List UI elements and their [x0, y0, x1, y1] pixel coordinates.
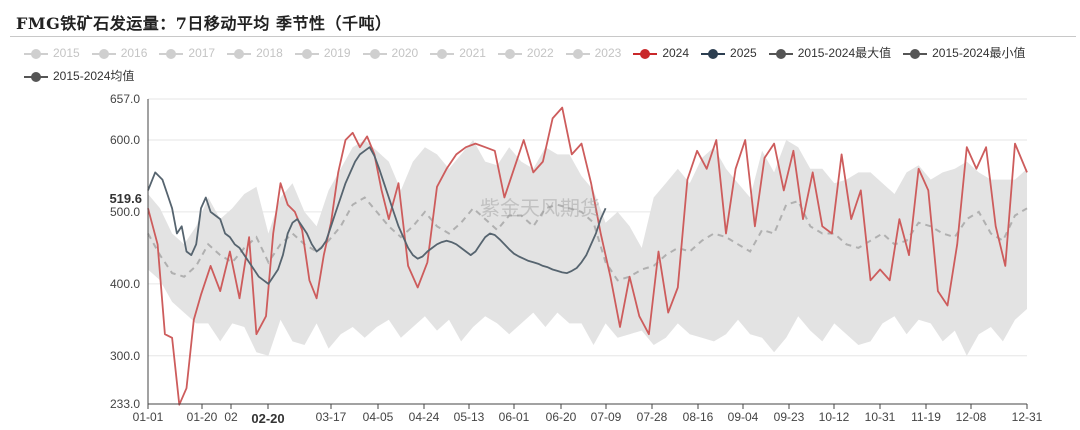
x-cursor-label: 02-20	[251, 411, 284, 426]
y-tick-label: 500.0	[110, 205, 140, 219]
legend-label: 2023	[594, 46, 622, 60]
legend-label: 2022	[526, 46, 554, 60]
legend-label: 2024	[662, 46, 690, 60]
series-2025-line	[147, 146, 607, 285]
series-2024-line	[147, 106, 1028, 406]
chart-legend: 2015 2016 2017 2018 2019 2020 2021 2022 2023 2024…	[24, 42, 1074, 88]
legend-marker-icon	[633, 48, 658, 60]
y-tick-label: 600.0	[110, 133, 140, 147]
legend-item-2019[interactable]: 2019	[294, 42, 351, 65]
series-mean-line	[147, 196, 1028, 282]
x-tick-label: 05-13	[454, 410, 485, 424]
y-cursor-label: 519.6	[109, 191, 142, 206]
y-tick-label: 300.0	[110, 349, 140, 363]
x-tick-label: 07-09	[591, 410, 622, 424]
legend-item-2018[interactable]: 2018	[227, 42, 283, 65]
x-tick-label: 03-17	[316, 410, 347, 424]
legend-marker-icon	[497, 48, 522, 60]
legend-label: 2015-2024最小值	[932, 46, 1026, 60]
legend-marker-icon	[362, 48, 387, 60]
legend-label: 2020	[391, 46, 419, 60]
x-tick-label: 08-16	[683, 410, 714, 424]
x-tick-label: 09-23	[774, 410, 805, 424]
y-tick-label: 233.0	[110, 397, 140, 411]
legend-marker-icon	[903, 48, 928, 60]
legend-item-2017[interactable]: 2017	[159, 42, 215, 65]
legend-marker-icon	[91, 48, 116, 60]
x-tick-label: 04-24	[409, 410, 440, 424]
legend-marker-icon	[430, 48, 455, 60]
legend-item-2025[interactable]: 2025	[701, 42, 757, 65]
x-tick-label: 06-01	[499, 410, 530, 424]
x-tick-label: 01-20	[187, 410, 218, 424]
legend-item-2023[interactable]: 2023	[565, 42, 622, 65]
legend-item-2024[interactable]: 2024	[633, 42, 689, 65]
legend-item-2022[interactable]: 2022	[497, 42, 554, 65]
x-tick-label: 06-20	[546, 410, 577, 424]
watermark-text: 紫金天风期货	[480, 196, 600, 220]
legend-label: 2015-2024均值	[53, 69, 135, 83]
x-tick-label: 09-04	[728, 410, 759, 424]
x-tick-label: 11-19	[911, 410, 941, 424]
x-tick-label: 10-31	[865, 410, 896, 424]
legend-label: 2019	[323, 46, 351, 60]
legend-item-range-mean[interactable]: 2015-2024均值	[24, 65, 134, 88]
legend-marker-icon	[701, 48, 726, 60]
y-tick-label: 400.0	[110, 277, 140, 291]
legend-marker-icon	[227, 48, 252, 60]
chart-title: FMG铁矿石发运量：7日移动平均 季节性（千吨）	[16, 14, 392, 33]
x-tick-label: 01-01	[133, 410, 164, 424]
legend-marker-icon	[24, 71, 48, 83]
x-tick-label: 12-31	[1012, 410, 1043, 424]
x-tick-label: 10-12	[819, 410, 850, 424]
x-tick-label: 07-28	[637, 410, 668, 424]
x-tick-label: 02	[224, 410, 238, 424]
legend-label: 2016	[120, 46, 148, 60]
y-tick-label: 657.0	[110, 92, 140, 106]
legend-label: 2018	[256, 46, 283, 60]
legend-marker-icon	[159, 48, 184, 60]
legend-item-2016[interactable]: 2016	[91, 42, 148, 65]
legend-marker-icon	[768, 48, 793, 60]
legend-item-2020[interactable]: 2020	[362, 42, 419, 65]
legend-item-2021[interactable]: 2021	[430, 42, 486, 65]
legend-marker-icon	[565, 48, 590, 60]
title-divider	[10, 36, 1076, 37]
legend-label: 2015	[53, 46, 80, 60]
legend-marker-icon	[24, 48, 48, 60]
legend-marker-icon	[294, 48, 319, 60]
series-range-band	[148, 140, 1027, 356]
x-tick-label: 04-05	[363, 410, 394, 424]
x-tick-label: 12-08	[956, 410, 987, 424]
legend-label: 2025	[730, 46, 757, 60]
legend-item-2015[interactable]: 2015	[24, 42, 80, 65]
legend-label: 2021	[459, 46, 486, 60]
legend-item-range-min[interactable]: 2015-2024最小值	[903, 42, 1026, 65]
legend-item-range-max[interactable]: 2015-2024最大值	[768, 42, 892, 65]
legend-label: 2015-2024最大值	[797, 46, 892, 60]
legend-label: 2017	[188, 46, 216, 60]
